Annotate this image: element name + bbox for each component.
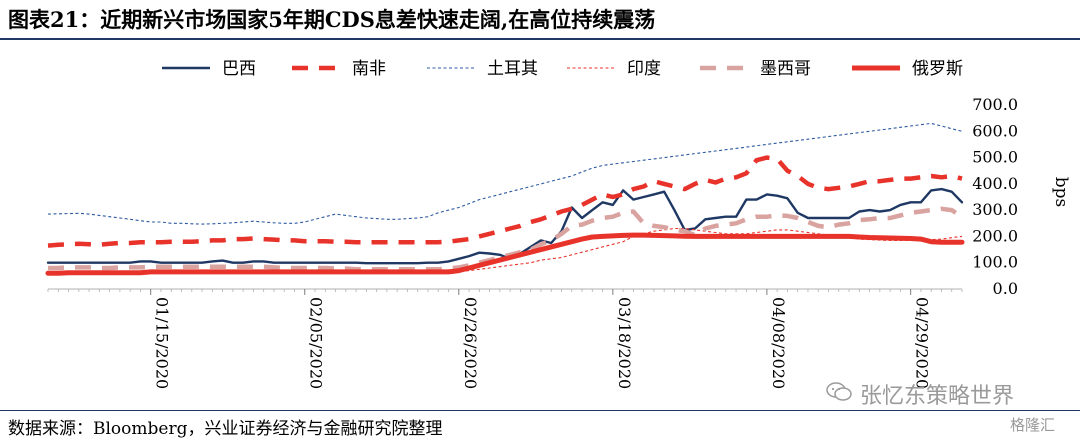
chart-title: 图表21：近期新兴市场国家5年期CDS息差快速走阔,在高位持续震荡	[8, 7, 656, 32]
chart-legend: 巴西 南非 土耳其 印度 墨西哥 俄罗斯	[162, 59, 963, 79]
legend-label-4: 印度	[627, 59, 661, 79]
series-line-3	[47, 122, 963, 225]
legend-label-2: 南非	[352, 59, 386, 79]
x-tick-label: 01/15/2020	[153, 297, 172, 389]
legend-label-6: 俄罗斯	[912, 59, 963, 79]
x-tick-label: 02/26/2020	[461, 297, 480, 389]
source-note: 数据来源：Bloomberg，兴业证券经济与金融研究院整理	[8, 419, 443, 439]
x-tick-label: 03/18/2020	[615, 297, 634, 389]
y-tick-label: 100.0	[972, 253, 1018, 272]
legend-label-1: 巴西	[222, 59, 256, 79]
legend-label-3: 土耳其	[487, 59, 538, 79]
y-tick-label: 300.0	[972, 200, 1018, 219]
watermark-brand: 格隆汇	[1010, 416, 1056, 434]
title-divider	[0, 38, 1080, 40]
wechat-icon	[826, 382, 852, 401]
chart-axes: 0.0 100.0 200.0 300.0 400.0 500.0 600.0 700.0 bp…	[47, 95, 1071, 389]
x-tick-label: 04/08/2020	[769, 297, 788, 389]
x-tick-label: 02/05/2020	[307, 297, 326, 389]
y-axis-title: bps	[1051, 177, 1071, 208]
footer-divider	[0, 410, 1080, 411]
legend-label-5: 墨西哥	[760, 59, 811, 79]
cds-spread-chart: 巴西 南非 土耳其 印度 墨西哥 俄罗斯 0.0 100.0 200.0 300.0 400.0 5…	[45, 59, 1071, 389]
y-tick-label: 200.0	[972, 226, 1018, 245]
y-tick-label: 600.0	[972, 121, 1018, 140]
y-tick-label: 0.0	[993, 279, 1018, 298]
series-line-5	[48, 206, 964, 272]
series-line-6	[45, 232, 965, 276]
series-line-1	[46, 187, 964, 265]
series-line-4	[48, 227, 963, 274]
y-tick-label: 500.0	[972, 148, 1018, 167]
x-tick-label: 04/29/2020	[913, 297, 932, 389]
series-line-2	[47, 155, 963, 248]
y-tick-label: 400.0	[972, 174, 1018, 193]
watermark-text: 张忆东策略世界	[860, 384, 1015, 409]
y-tick-label: 700.0	[972, 95, 1018, 114]
chart-series	[45, 122, 965, 276]
